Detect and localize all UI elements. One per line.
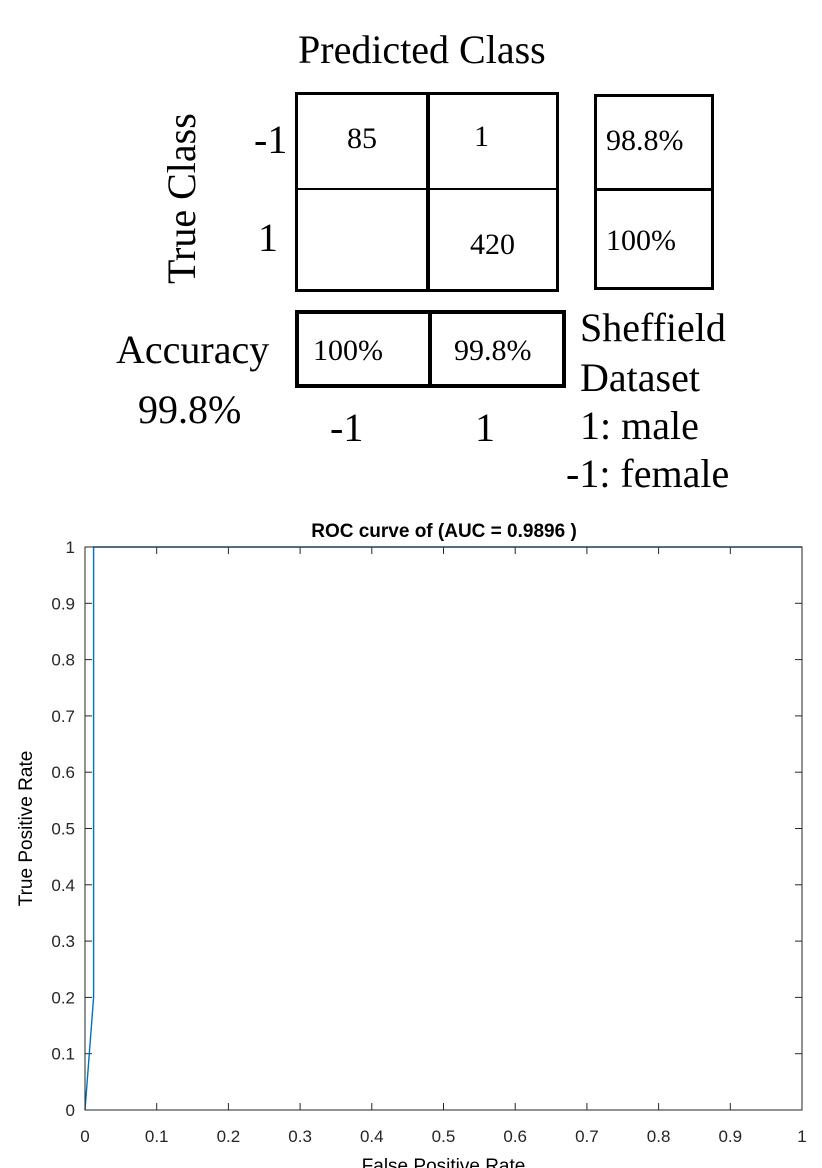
- x-tick-label: 1: [797, 1127, 806, 1146]
- x-tick-label: 0.8: [647, 1127, 671, 1146]
- col-rate: 99.8%: [454, 334, 532, 367]
- x-tick-label: 0.1: [145, 1127, 169, 1146]
- dataset-legend-line: Sheffield: [580, 305, 726, 350]
- y-tick-label: 0.4: [51, 876, 75, 895]
- x-tick-label: 0.4: [360, 1127, 384, 1146]
- x-tick-label: 0: [80, 1127, 89, 1146]
- x-tick-label: 0.2: [217, 1127, 241, 1146]
- chart-title: ROC curve of (AUC = 0.9896 ): [311, 521, 577, 542]
- row-rate-divider: [594, 188, 714, 191]
- confusion-matrix-title: Predicted Class: [298, 27, 546, 72]
- axis-tick-labels: 0 0.1 0.2 0.3 0.4 0.5 0.6 0.7 0.8 0.9 1 0 0.1 0.2 0.3 0…: [51, 538, 806, 1146]
- matrix-divider: [295, 188, 559, 190]
- col-rate-divider: [428, 310, 432, 388]
- x-axis-label: False Positive Rate: [362, 1156, 526, 1168]
- x-tick-label: 0.9: [718, 1127, 742, 1146]
- matrix-divider: [426, 92, 430, 292]
- row-rate: 100%: [606, 224, 676, 257]
- matrix-cell: 85: [347, 122, 377, 155]
- y-axis-label: True Positive Rate: [16, 751, 37, 907]
- row-label: -1: [254, 117, 288, 162]
- y-tick-label: 0: [66, 1101, 75, 1120]
- y-tick-label: 0.7: [51, 707, 75, 726]
- dataset-legend-line: Dataset: [580, 355, 700, 400]
- x-tick-label: 0.6: [503, 1127, 527, 1146]
- row-rate: 98.8%: [606, 124, 684, 157]
- roc-chart: ROC curve of (AUC = 0.9896 ) 0 0.1 0.2 0.3 0…: [16, 521, 807, 1168]
- y-tick-label: 0.2: [51, 988, 75, 1007]
- row-label: 1: [258, 215, 278, 260]
- col-label: 1: [475, 405, 495, 450]
- dataset-legend-line: 1: male: [580, 403, 699, 448]
- y-tick-label: 0.1: [51, 1045, 75, 1064]
- y-tick-label: 1: [66, 538, 75, 557]
- x-tick-label: 0.3: [288, 1127, 312, 1146]
- col-label: -1: [330, 405, 364, 450]
- axis-ticks: [84, 546, 803, 1111]
- matrix-cell: 1: [474, 120, 489, 153]
- accuracy-label: Accuracy: [116, 327, 270, 372]
- dataset-legend-line: -1: female: [566, 451, 730, 496]
- row-rate-box: [594, 94, 714, 290]
- roc-series-line: [84, 546, 802, 1111]
- y-tick-label: 0.5: [51, 820, 75, 839]
- y-tick-label: 0.3: [51, 932, 75, 951]
- matrix-cell: 420: [470, 228, 515, 261]
- x-tick-label: 0.5: [432, 1127, 456, 1146]
- y-tick-label: 0.6: [51, 763, 75, 782]
- x-tick-label: 0.7: [575, 1127, 599, 1146]
- true-class-label: True Class: [159, 113, 204, 284]
- y-tick-label: 0.8: [51, 651, 75, 670]
- plot-frame: [84, 546, 803, 1111]
- accuracy-value: 99.8%: [138, 387, 242, 432]
- col-rate: 100%: [313, 334, 383, 367]
- y-tick-label: 0.9: [51, 594, 75, 613]
